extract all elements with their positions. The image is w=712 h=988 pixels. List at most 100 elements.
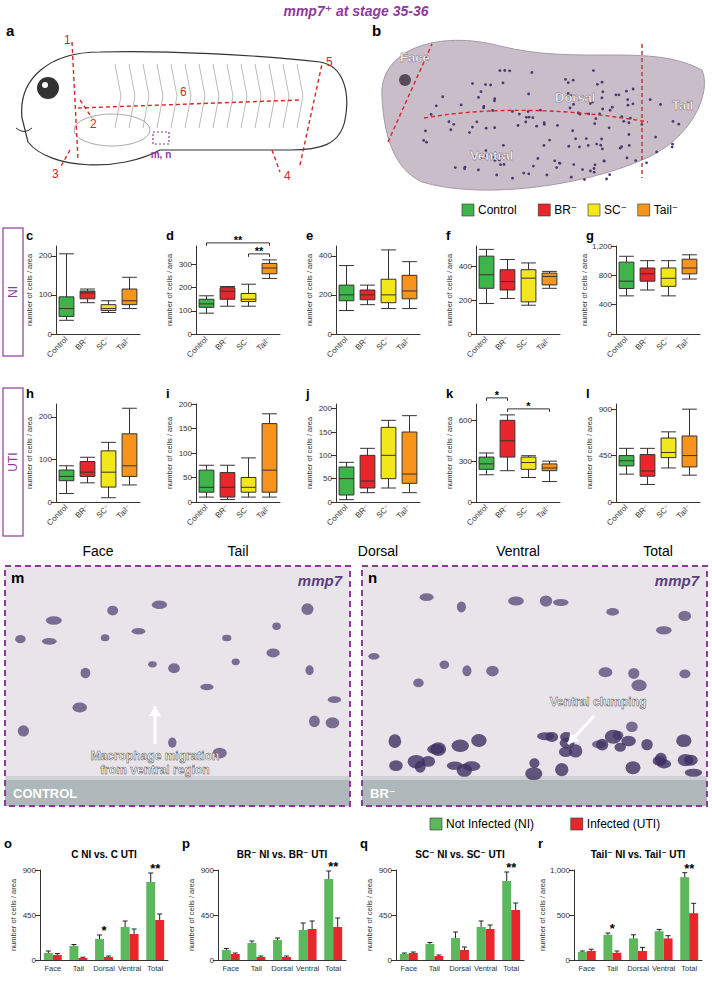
svg-text:f: f bbox=[446, 228, 451, 243]
svg-text:0: 0 bbox=[328, 498, 333, 507]
svg-text:q: q bbox=[360, 836, 368, 851]
svg-text:400: 400 bbox=[319, 251, 333, 260]
svg-text:SC⁻: SC⁻ bbox=[654, 335, 671, 352]
svg-text:number of cells / area: number of cells / area bbox=[580, 253, 589, 326]
svg-text:*: * bbox=[495, 389, 500, 401]
svg-text:200: 200 bbox=[179, 400, 193, 409]
svg-text:Face: Face bbox=[44, 964, 61, 973]
svg-text:450: 450 bbox=[23, 911, 37, 920]
svg-text:**: ** bbox=[255, 245, 264, 257]
svg-text:**: ** bbox=[506, 860, 517, 875]
svg-text:number of cells / area: number of cells / area bbox=[365, 878, 374, 951]
svg-text:900: 900 bbox=[599, 405, 613, 414]
svg-text:Tail⁻: Tail⁻ bbox=[535, 335, 553, 353]
svg-text:C NI vs. C UTI: C NI vs. C UTI bbox=[71, 849, 137, 860]
svg-text:50: 50 bbox=[183, 473, 192, 482]
svg-text:Tail: Tail bbox=[73, 964, 85, 973]
svg-text:k: k bbox=[446, 386, 454, 401]
svg-text:Control: Control bbox=[605, 335, 630, 360]
svg-text:Ventral: Ventral bbox=[496, 543, 540, 559]
svg-text:mmp7⁺ at stage 35-36: mmp7⁺ at stage 35-36 bbox=[283, 3, 428, 19]
svg-text:Ventral: Ventral bbox=[296, 964, 320, 973]
svg-text:d: d bbox=[166, 228, 174, 243]
svg-text:1: 1 bbox=[64, 33, 71, 47]
svg-text:3: 3 bbox=[52, 167, 59, 181]
svg-text:BR⁻: BR⁻ bbox=[73, 335, 90, 352]
svg-text:BR⁻: BR⁻ bbox=[353, 503, 370, 520]
svg-text:Infected (UTI): Infected (UTI) bbox=[587, 817, 660, 831]
svg-text:Ventral: Ventral bbox=[470, 148, 513, 163]
svg-text:mmp7: mmp7 bbox=[655, 572, 700, 589]
svg-text:0: 0 bbox=[468, 498, 473, 507]
svg-text:BR⁻: BR⁻ bbox=[493, 503, 510, 520]
svg-text:Dorsal: Dorsal bbox=[271, 964, 293, 973]
svg-text:0: 0 bbox=[566, 956, 571, 965]
svg-text:p: p bbox=[182, 836, 190, 851]
svg-text:450: 450 bbox=[599, 451, 613, 460]
svg-text:1,200: 1,200 bbox=[592, 242, 613, 251]
svg-text:a: a bbox=[6, 22, 15, 39]
svg-text:r: r bbox=[538, 836, 543, 851]
svg-text:*: * bbox=[101, 923, 107, 938]
svg-text:**: ** bbox=[150, 861, 161, 876]
svg-text:Total: Total bbox=[681, 964, 697, 973]
svg-text:Control: Control bbox=[325, 503, 350, 528]
svg-text:Face: Face bbox=[400, 964, 417, 973]
svg-text:number of cells / area: number of cells / area bbox=[305, 416, 314, 489]
svg-text:1,000: 1,000 bbox=[550, 866, 571, 875]
svg-text:Ventral: Ventral bbox=[474, 964, 498, 973]
svg-text:BR⁻ NI vs. BR⁻ UTI: BR⁻ NI vs. BR⁻ UTI bbox=[237, 849, 328, 860]
svg-text:Control: Control bbox=[478, 203, 517, 217]
svg-text:Tail: Tail bbox=[429, 964, 441, 973]
svg-text:number of cells / area: number of cells / area bbox=[187, 878, 196, 951]
svg-text:SC⁻: SC⁻ bbox=[374, 503, 391, 520]
svg-text:200: 200 bbox=[459, 296, 473, 305]
svg-text:Tail: Tail bbox=[607, 964, 619, 973]
svg-text:Tail: Tail bbox=[251, 964, 263, 973]
svg-text:Control: Control bbox=[465, 503, 490, 528]
svg-text:Tail: Tail bbox=[672, 98, 693, 113]
svg-text:200: 200 bbox=[179, 283, 193, 292]
svg-text:BR⁻: BR⁻ bbox=[493, 335, 510, 352]
svg-text:Control: Control bbox=[185, 335, 210, 360]
svg-text:Total: Total bbox=[147, 964, 163, 973]
svg-text:450: 450 bbox=[379, 911, 393, 920]
svg-text:number of cells / area: number of cells / area bbox=[9, 878, 18, 951]
svg-text:Tail⁻: Tail⁻ bbox=[535, 503, 553, 521]
svg-text:**: ** bbox=[328, 859, 339, 874]
svg-text:*: * bbox=[526, 400, 531, 412]
svg-text:100: 100 bbox=[319, 451, 333, 460]
svg-text:from ventral region: from ventral region bbox=[100, 763, 209, 777]
svg-text:o: o bbox=[4, 836, 12, 851]
svg-text:Tail⁻: Tail⁻ bbox=[115, 503, 133, 521]
svg-text:number of cells / area: number of cells / area bbox=[538, 878, 547, 951]
svg-text:Tail⁻: Tail⁻ bbox=[255, 335, 273, 353]
svg-text:0: 0 bbox=[32, 956, 37, 965]
svg-text:BR⁻: BR⁻ bbox=[353, 335, 370, 352]
svg-text:Tail⁻: Tail⁻ bbox=[395, 335, 413, 353]
svg-text:Total: Total bbox=[325, 964, 341, 973]
svg-text:150: 150 bbox=[179, 424, 193, 433]
svg-text:Tail: Tail bbox=[227, 543, 248, 559]
svg-text:number of cells / area: number of cells / area bbox=[25, 253, 34, 326]
svg-text:100: 100 bbox=[179, 306, 193, 315]
svg-text:400: 400 bbox=[459, 262, 473, 271]
svg-text:Face: Face bbox=[82, 543, 113, 559]
svg-text:BR⁻: BR⁻ bbox=[213, 503, 230, 520]
svg-text:BR⁻: BR⁻ bbox=[554, 203, 577, 217]
svg-text:Face: Face bbox=[578, 964, 595, 973]
svg-text:0: 0 bbox=[608, 330, 613, 339]
svg-text:200: 200 bbox=[39, 251, 53, 260]
svg-text:SC⁻: SC⁻ bbox=[234, 503, 251, 520]
svg-text:number of cells / area: number of cells / area bbox=[25, 416, 34, 489]
svg-text:450: 450 bbox=[201, 911, 215, 920]
svg-text:0: 0 bbox=[328, 330, 333, 339]
svg-text:200: 200 bbox=[319, 404, 333, 413]
svg-text:5: 5 bbox=[326, 55, 333, 69]
svg-text:0: 0 bbox=[210, 956, 215, 965]
svg-text:*: * bbox=[610, 921, 616, 936]
svg-text:Control: Control bbox=[185, 503, 210, 528]
svg-text:Control: Control bbox=[45, 503, 70, 528]
svg-text:SC⁻: SC⁻ bbox=[604, 203, 627, 217]
svg-text:Control: Control bbox=[325, 335, 350, 360]
